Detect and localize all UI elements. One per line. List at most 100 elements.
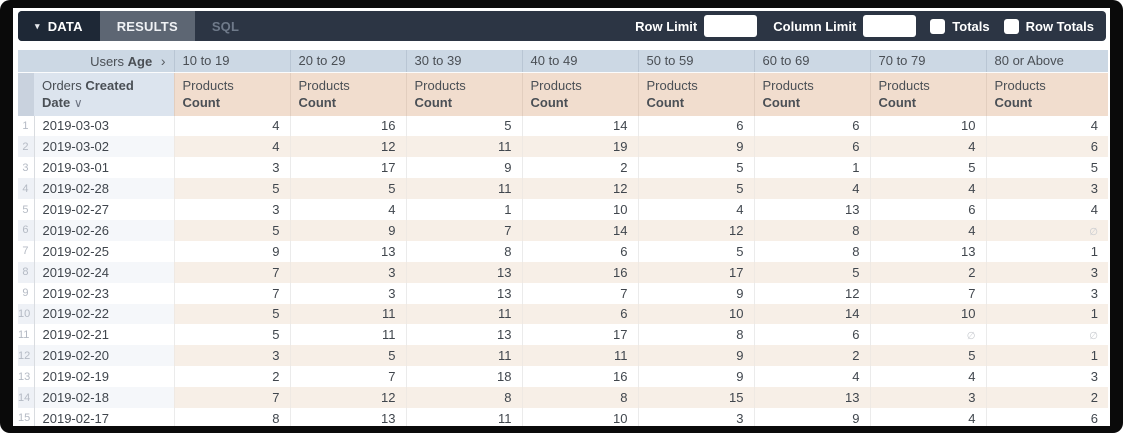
row-totals-checkbox[interactable] — [1003, 18, 1019, 34]
value-cell[interactable]: 11 — [405, 303, 522, 325]
measure-header[interactable]: Products Count — [637, 72, 754, 116]
value-cell[interactable]: 12 — [289, 387, 406, 408]
value-cell[interactable]: 6 — [985, 407, 1108, 426]
date-cell[interactable]: 2019-02-20 — [34, 345, 174, 367]
value-cell[interactable]: 7 — [173, 261, 290, 283]
value-cell[interactable]: 1 — [985, 240, 1108, 262]
measure-header[interactable]: Products Count — [869, 72, 986, 116]
value-cell[interactable]: 13 — [289, 407, 406, 426]
value-cell[interactable]: 6 — [521, 240, 638, 262]
value-cell[interactable]: 19 — [521, 136, 638, 158]
value-cell[interactable]: 11 — [289, 303, 406, 325]
pivot-field-header[interactable]: Users Age › — [18, 50, 174, 73]
value-cell[interactable]: 8 — [405, 387, 522, 408]
value-cell[interactable]: 12 — [753, 282, 870, 304]
value-cell[interactable]: 5 — [173, 219, 290, 241]
value-cell[interactable]: 3 — [173, 199, 290, 220]
value-cell[interactable]: 4 — [985, 199, 1108, 220]
row-limit-input[interactable] — [704, 15, 758, 37]
pivot-value-header[interactable]: 80 or Above — [985, 50, 1108, 73]
value-cell[interactable]: 6 — [753, 136, 870, 158]
value-cell[interactable]: 12 — [521, 178, 638, 200]
tab-data[interactable]: ▾ DATA — [18, 11, 100, 41]
value-cell[interactable]: 10 — [869, 303, 986, 325]
pivot-value-header[interactable]: 50 to 59 — [637, 50, 754, 73]
value-cell[interactable]: 10 — [869, 115, 986, 137]
date-cell[interactable]: 2019-02-25 — [42, 243, 110, 259]
value-cell[interactable]: 4 — [173, 115, 290, 137]
value-cell[interactable]: 13 — [405, 261, 522, 283]
measure-header[interactable]: Products Count — [405, 72, 522, 116]
value-cell[interactable]: 3 — [289, 282, 406, 304]
pivot-value-header[interactable]: 20 to 29 — [289, 50, 406, 73]
value-cell[interactable]: 5 — [173, 324, 290, 346]
pivot-value-header[interactable]: 60 to 69 — [753, 50, 870, 73]
value-cell[interactable]: 16 — [289, 115, 406, 137]
date-cell[interactable]: 2019-02-18 — [34, 387, 174, 408]
pivot-value-header[interactable]: 10 to 19 — [173, 50, 290, 73]
date-cell[interactable]: 2019-02-21 — [42, 327, 110, 343]
value-cell[interactable]: 16 — [521, 366, 638, 388]
value-cell[interactable]: 9 — [173, 240, 290, 262]
value-cell[interactable]: 4 — [869, 178, 986, 200]
value-cell[interactable]: 7 — [173, 282, 290, 304]
value-cell[interactable]: 18 — [405, 366, 522, 388]
value-cell[interactable]: 2 — [753, 345, 870, 367]
value-cell[interactable]: 11 — [405, 136, 522, 158]
value-cell[interactable]: 4 — [637, 199, 754, 220]
value-cell[interactable]: 10 — [521, 199, 638, 220]
value-cell[interactable]: 11 — [405, 345, 522, 367]
value-cell[interactable]: 4 — [753, 366, 870, 388]
value-cell[interactable]: 6 — [521, 303, 638, 325]
value-cell[interactable]: 4 — [985, 115, 1108, 137]
value-cell[interactable]: 4 — [869, 136, 986, 158]
value-cell[interactable]: 4 — [869, 407, 986, 426]
value-cell[interactable]: 6 — [753, 115, 870, 137]
date-cell[interactable]: 2019-03-01 — [42, 160, 110, 176]
value-cell[interactable]: 8 — [753, 240, 870, 262]
value-cell[interactable]: 7 — [869, 282, 986, 304]
value-cell[interactable]: 2 — [985, 387, 1108, 408]
value-cell[interactable]: 7 — [289, 366, 406, 388]
value-cell[interactable]: 3 — [985, 282, 1108, 304]
measure-header[interactable]: Products Count — [289, 72, 406, 116]
value-cell[interactable]: 10 — [521, 407, 638, 426]
value-cell[interactable]: 5 — [637, 240, 754, 262]
measure-header[interactable]: Products Count — [985, 72, 1108, 116]
value-cell[interactable]: ∅ — [869, 324, 986, 346]
value-cell[interactable]: 4 — [753, 178, 870, 200]
value-cell[interactable]: 3 — [637, 407, 754, 426]
date-cell[interactable]: 2019-02-24 — [34, 261, 174, 283]
value-cell[interactable]: 17 — [637, 261, 754, 283]
measure-header[interactable]: Products Count — [521, 72, 638, 116]
column-limit-input[interactable] — [863, 15, 917, 37]
date-cell[interactable]: 2019-02-17 — [42, 410, 110, 426]
value-cell[interactable]: 9 — [753, 407, 870, 426]
measure-header[interactable]: Products Count — [753, 72, 870, 116]
date-cell[interactable]: 2019-02-19 — [42, 369, 110, 385]
value-cell[interactable]: 13 — [753, 199, 870, 220]
value-cell[interactable]: 15 — [637, 387, 754, 408]
value-cell[interactable]: 5 — [289, 178, 406, 200]
value-cell[interactable]: 5 — [173, 303, 290, 325]
date-cell[interactable]: 2019-03-03 — [42, 118, 110, 134]
value-cell[interactable]: 4 — [869, 219, 986, 241]
date-cell[interactable]: 2019-02-22 — [34, 303, 174, 325]
value-cell[interactable]: ∅ — [985, 324, 1108, 346]
value-cell[interactable]: 7 — [173, 387, 290, 408]
value-cell[interactable]: 6 — [637, 115, 754, 137]
date-cell[interactable]: 2019-02-26 — [34, 219, 174, 241]
value-cell[interactable]: 3 — [289, 261, 406, 283]
value-cell[interactable]: 5 — [985, 157, 1108, 179]
value-cell[interactable]: 5 — [869, 345, 986, 367]
value-cell[interactable]: 3 — [173, 345, 290, 367]
date-cell[interactable]: 2019-03-02 — [34, 136, 174, 158]
tab-sql[interactable]: SQL — [211, 18, 240, 34]
value-cell[interactable]: 1 — [753, 157, 870, 179]
value-cell[interactable]: 5 — [405, 115, 522, 137]
value-cell[interactable]: 4 — [289, 199, 406, 220]
value-cell[interactable]: 9 — [405, 157, 522, 179]
value-cell[interactable]: 3 — [985, 366, 1108, 388]
value-cell[interactable]: 6 — [753, 324, 870, 346]
value-cell[interactable]: 9 — [637, 345, 754, 367]
